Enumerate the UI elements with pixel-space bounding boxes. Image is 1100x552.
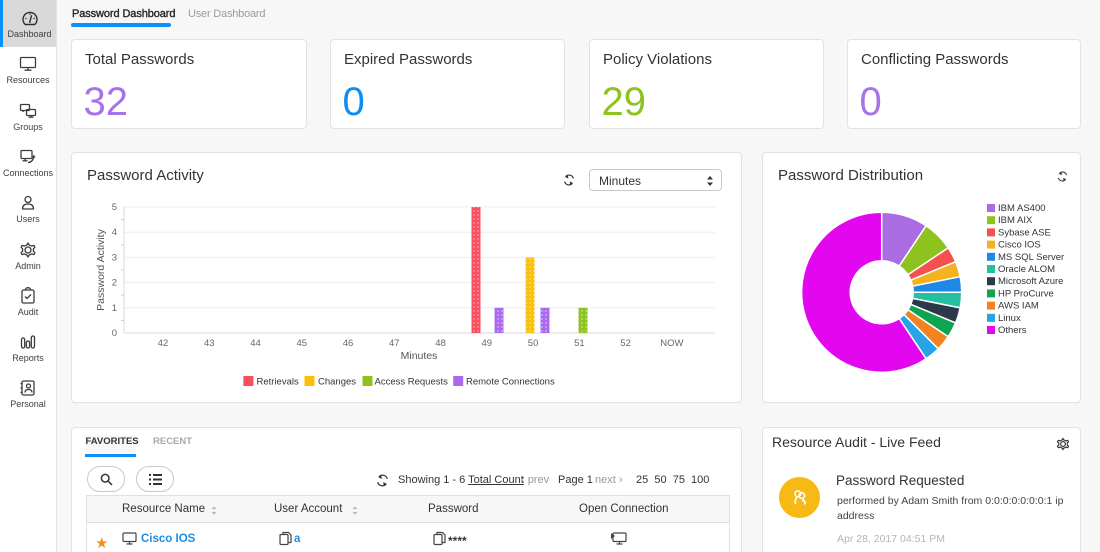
svg-text:Others: Others	[998, 325, 1027, 336]
svg-text:4: 4	[112, 227, 117, 238]
svg-text:Sybase ASE: Sybase ASE	[998, 227, 1051, 238]
svg-text:3: 3	[112, 252, 117, 263]
svg-text:Retrievals: Retrievals	[257, 377, 299, 388]
svg-text:0: 0	[112, 328, 117, 339]
svg-text:Minutes: Minutes	[401, 350, 438, 362]
svg-text:HP ProCurve: HP ProCurve	[998, 288, 1054, 299]
svg-text:43: 43	[204, 338, 215, 349]
svg-text:Microsoft Azure: Microsoft Azure	[998, 276, 1063, 287]
svg-text:1: 1	[112, 303, 117, 314]
svg-text:2: 2	[112, 278, 117, 289]
svg-text:Changes: Changes	[318, 377, 356, 388]
svg-text:45: 45	[297, 338, 308, 349]
svg-text:Remote Connections: Remote Connections	[466, 377, 555, 388]
svg-text:MS SQL Server: MS SQL Server	[998, 252, 1064, 263]
svg-text:44: 44	[250, 338, 261, 349]
svg-text:42: 42	[158, 338, 169, 349]
svg-text:50: 50	[528, 338, 539, 349]
svg-text:Cisco IOS: Cisco IOS	[998, 240, 1041, 251]
svg-text:NOW: NOW	[660, 338, 683, 349]
svg-text:IBM AIX: IBM AIX	[998, 215, 1033, 226]
svg-text:IBM AS400: IBM AS400	[998, 203, 1046, 214]
svg-text:51: 51	[574, 338, 585, 349]
svg-text:5: 5	[112, 202, 117, 213]
svg-text:Access Requests: Access Requests	[375, 377, 449, 388]
svg-text:Oracle ALOM: Oracle ALOM	[998, 264, 1055, 275]
svg-text:46: 46	[343, 338, 354, 349]
svg-text:49: 49	[482, 338, 493, 349]
svg-text:AWS IAM: AWS IAM	[998, 301, 1039, 312]
svg-text:48: 48	[435, 338, 446, 349]
svg-text:52: 52	[620, 338, 631, 349]
svg-text:Password Activity: Password Activity	[95, 228, 107, 310]
svg-text:Linux: Linux	[998, 313, 1021, 324]
svg-text:47: 47	[389, 338, 400, 349]
